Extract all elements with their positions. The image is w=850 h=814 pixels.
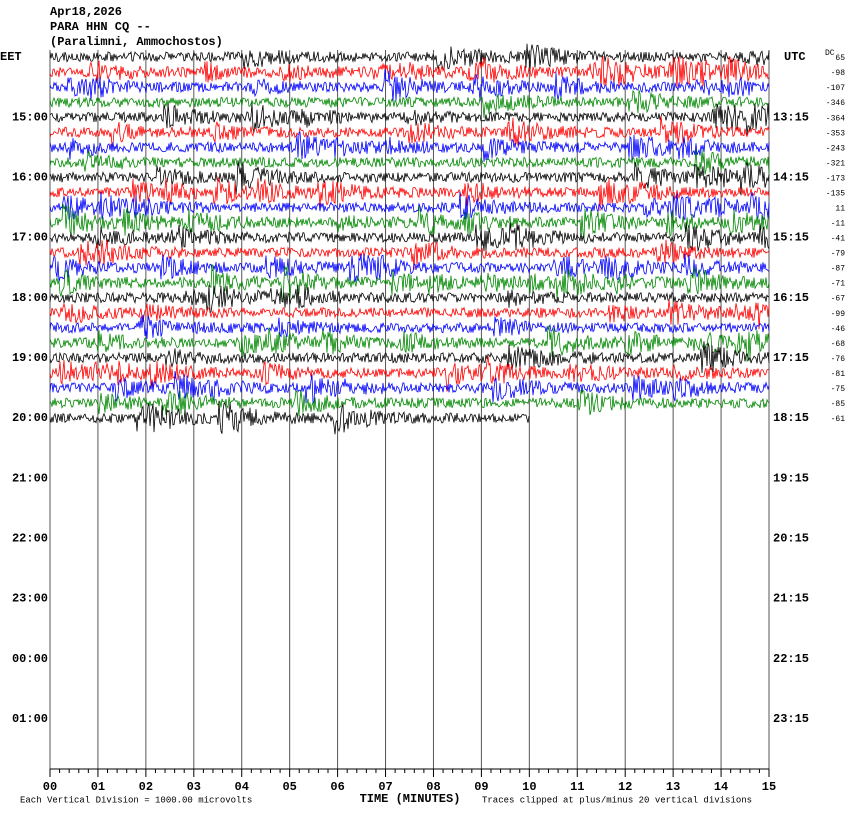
footer-left: Each Vertical Division = 1000.00 microvo… [20, 795, 252, 805]
right-time: 22:15 [773, 652, 809, 666]
trace [49, 341, 770, 374]
x-tick-label: 04 [235, 780, 249, 794]
trace [49, 102, 770, 135]
right-time: 20:15 [773, 531, 809, 545]
trace [49, 253, 770, 284]
dc-offset: -243 [826, 144, 845, 153]
location: (Paralimni, Ammochostos) [50, 35, 223, 49]
trace [49, 314, 770, 339]
x-tick-label: 10 [522, 780, 536, 794]
right-time: 15:15 [773, 231, 809, 245]
x-tick-label: 09 [474, 780, 488, 794]
dc-offset: -79 [831, 250, 846, 259]
dc-offset: -81 [831, 370, 846, 379]
trace [49, 116, 770, 147]
x-tick-label: 07 [378, 780, 392, 794]
trace [49, 68, 770, 102]
x-tick-label: 03 [187, 780, 201, 794]
left-time: 16:00 [12, 170, 48, 184]
trace [49, 325, 770, 362]
trace [49, 149, 770, 176]
dc-offset: -353 [826, 129, 845, 138]
dc-offset: -98 [831, 69, 846, 78]
right-time: 13:15 [773, 110, 809, 124]
right-time: 16:15 [773, 291, 809, 305]
dc-offset: -346 [826, 99, 845, 108]
dc-offset: -364 [826, 114, 845, 123]
dc-offset: -67 [831, 295, 846, 304]
x-tick-label: 02 [139, 780, 153, 794]
dc-offset: -61 [831, 415, 846, 424]
dc-offset: -68 [831, 340, 846, 349]
date: Apr18,2026 [50, 5, 122, 19]
left-zone: EET [0, 50, 22, 64]
trace [49, 222, 770, 252]
station: PARA HHN CQ -- [50, 20, 151, 34]
left-time: 22:00 [12, 531, 48, 545]
dc-offset: -11 [831, 220, 846, 229]
trace [49, 56, 770, 89]
x-axis-title: TIME (MINUTES) [360, 792, 461, 806]
x-tick-label: 01 [91, 780, 105, 794]
x-tick-label: 13 [666, 780, 680, 794]
dc-offset: -41 [831, 235, 846, 244]
trace [49, 160, 770, 196]
left-time: 01:00 [12, 712, 48, 726]
dc-offset: -75 [831, 385, 846, 394]
x-tick-label: 14 [714, 780, 728, 794]
dc-label: DC [825, 49, 835, 58]
right-time: 23:15 [773, 712, 809, 726]
x-tick-label: 12 [618, 780, 632, 794]
trace [49, 203, 770, 240]
footer-right: Traces clipped at plus/minus 20 vertical… [482, 795, 752, 805]
dc-offset: 11 [835, 205, 845, 214]
x-tick-label: 00 [43, 780, 57, 794]
x-tick-label: 11 [570, 780, 584, 794]
dc-offset: -173 [826, 174, 845, 183]
right-time: 21:15 [773, 592, 809, 606]
left-time: 19:00 [12, 351, 48, 365]
trace [49, 389, 770, 417]
left-time: 20:00 [12, 411, 48, 425]
left-time: 17:00 [12, 231, 48, 245]
left-time: 18:00 [12, 291, 48, 305]
right-zone: UTC [784, 50, 806, 64]
trace [49, 191, 770, 221]
trace [49, 131, 770, 162]
right-time: 18:15 [773, 411, 809, 425]
trace [49, 263, 770, 302]
dc-offset: -85 [831, 400, 846, 409]
left-time: 00:00 [12, 652, 48, 666]
trace [49, 370, 770, 405]
trace [49, 284, 770, 314]
dc-offset: -87 [831, 265, 846, 274]
dc-offset: -76 [831, 355, 846, 364]
dc-offset: -135 [826, 189, 845, 198]
right-time: 19:15 [773, 471, 809, 485]
right-time: 17:15 [773, 351, 809, 365]
dc-offset: -46 [831, 325, 846, 334]
trace [49, 175, 770, 211]
trace [49, 89, 770, 118]
dc-offset: 65 [835, 54, 845, 63]
left-time: 21:00 [12, 471, 48, 485]
dc-offset: -99 [831, 310, 846, 319]
trace [49, 356, 770, 392]
trace [49, 299, 770, 330]
trace [49, 43, 770, 71]
dc-offset: -321 [826, 159, 845, 168]
dc-offset: -71 [831, 280, 846, 289]
right-time: 14:15 [773, 170, 809, 184]
left-time: 15:00 [12, 110, 48, 124]
trace [49, 239, 770, 270]
x-tick-label: 06 [330, 780, 344, 794]
x-tick-label: 05 [282, 780, 296, 794]
trace [49, 400, 530, 435]
left-time: 23:00 [12, 592, 48, 606]
x-tick-label: 08 [426, 780, 440, 794]
dc-offset: -107 [826, 84, 845, 93]
x-tick-label: 15 [762, 780, 776, 794]
